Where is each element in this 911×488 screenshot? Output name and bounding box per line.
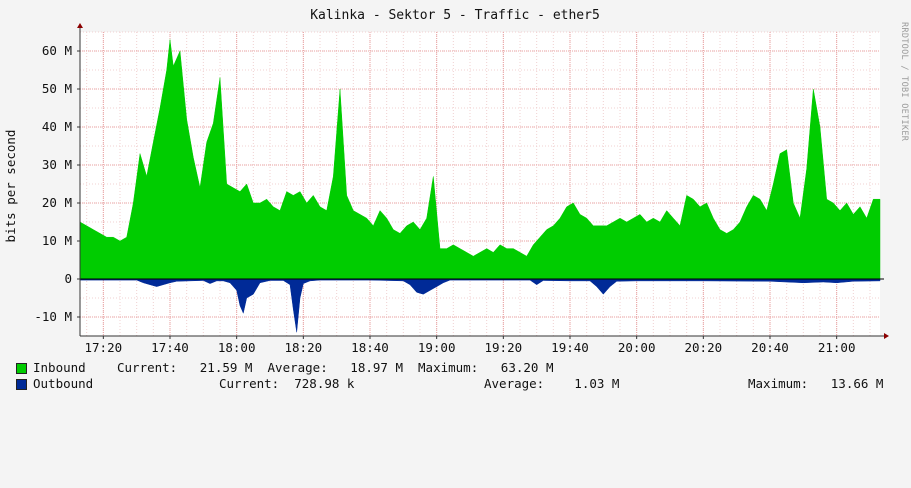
x-tick-label: 20:40 xyxy=(751,340,789,355)
y-axis-label: bits per second xyxy=(3,130,18,243)
x-tick-label: 19:00 xyxy=(418,340,456,355)
outbound-maximum: Maximum: 13.66 M xyxy=(748,376,884,391)
x-axis-arrow xyxy=(884,333,889,339)
inbound-swatch xyxy=(16,363,27,374)
x-tick-label: 18:40 xyxy=(351,340,389,355)
x-tick-label: 20:00 xyxy=(618,340,656,355)
outbound-average: Average: 1.03 M xyxy=(484,376,620,391)
legend-row-inbound: Inbound Current: 21.59 M Average: 18.97 … xyxy=(16,360,554,376)
x-tick-label: 17:20 xyxy=(85,340,123,355)
x-tick-label: 17:40 xyxy=(151,340,189,355)
x-tick-label: 19:20 xyxy=(485,340,523,355)
x-tick-label: 18:00 xyxy=(218,340,256,355)
chart-title: Kalinka - Sektor 5 - Traffic - ether5 xyxy=(310,8,600,23)
y-tick-label: 0 xyxy=(64,271,72,286)
x-tick-label: 18:20 xyxy=(285,340,323,355)
inbound-stats: Current: 21.59 M Average: 18.97 M Maximu… xyxy=(117,360,554,375)
y-tick-label: 50 M xyxy=(42,81,72,96)
rrdtool-credit: RRDTOOL / TOBI OETIKER xyxy=(899,22,909,142)
y-axis-arrow xyxy=(77,23,83,28)
y-tick-label: 20 M xyxy=(42,195,72,210)
inbound-label: Inbound xyxy=(33,360,86,375)
y-tick-label: 60 M xyxy=(42,43,72,58)
x-tick-labels: 17:20 17:40 18:00 18:20 18:40 19:00 19:20 19:40… xyxy=(85,336,856,355)
traffic-graph: Kalinka - Sektor 5 - Traffic - ether5 bi… xyxy=(3,8,909,392)
x-tick-label: 21:00 xyxy=(818,340,856,355)
series-area-outbound xyxy=(79,278,881,333)
legend-row-outbound: Outbound Current: 728.98 k Average: 1.03… xyxy=(16,376,883,392)
y-tick-label: -10 M xyxy=(34,309,72,324)
x-tick-label: 19:40 xyxy=(551,340,589,355)
outbound-swatch xyxy=(16,379,27,390)
y-tick-label: 30 M xyxy=(42,157,72,172)
outbound-current: Current: 728.98 k xyxy=(219,376,355,391)
chart-plot: Kalinka - Sektor 5 - Traffic - ether5 bi… xyxy=(3,8,889,355)
y-tick-labels: -10 M 0 10 M 20 M 30 M 40 M 50 M 60 M xyxy=(34,43,80,324)
series-area-inbound xyxy=(79,39,881,280)
y-tick-label: 10 M xyxy=(42,233,72,248)
x-tick-label: 20:20 xyxy=(685,340,723,355)
axes xyxy=(77,23,889,339)
y-tick-label: 40 M xyxy=(42,119,72,134)
series-layer xyxy=(79,39,881,333)
outbound-label: Outbound xyxy=(33,376,94,391)
